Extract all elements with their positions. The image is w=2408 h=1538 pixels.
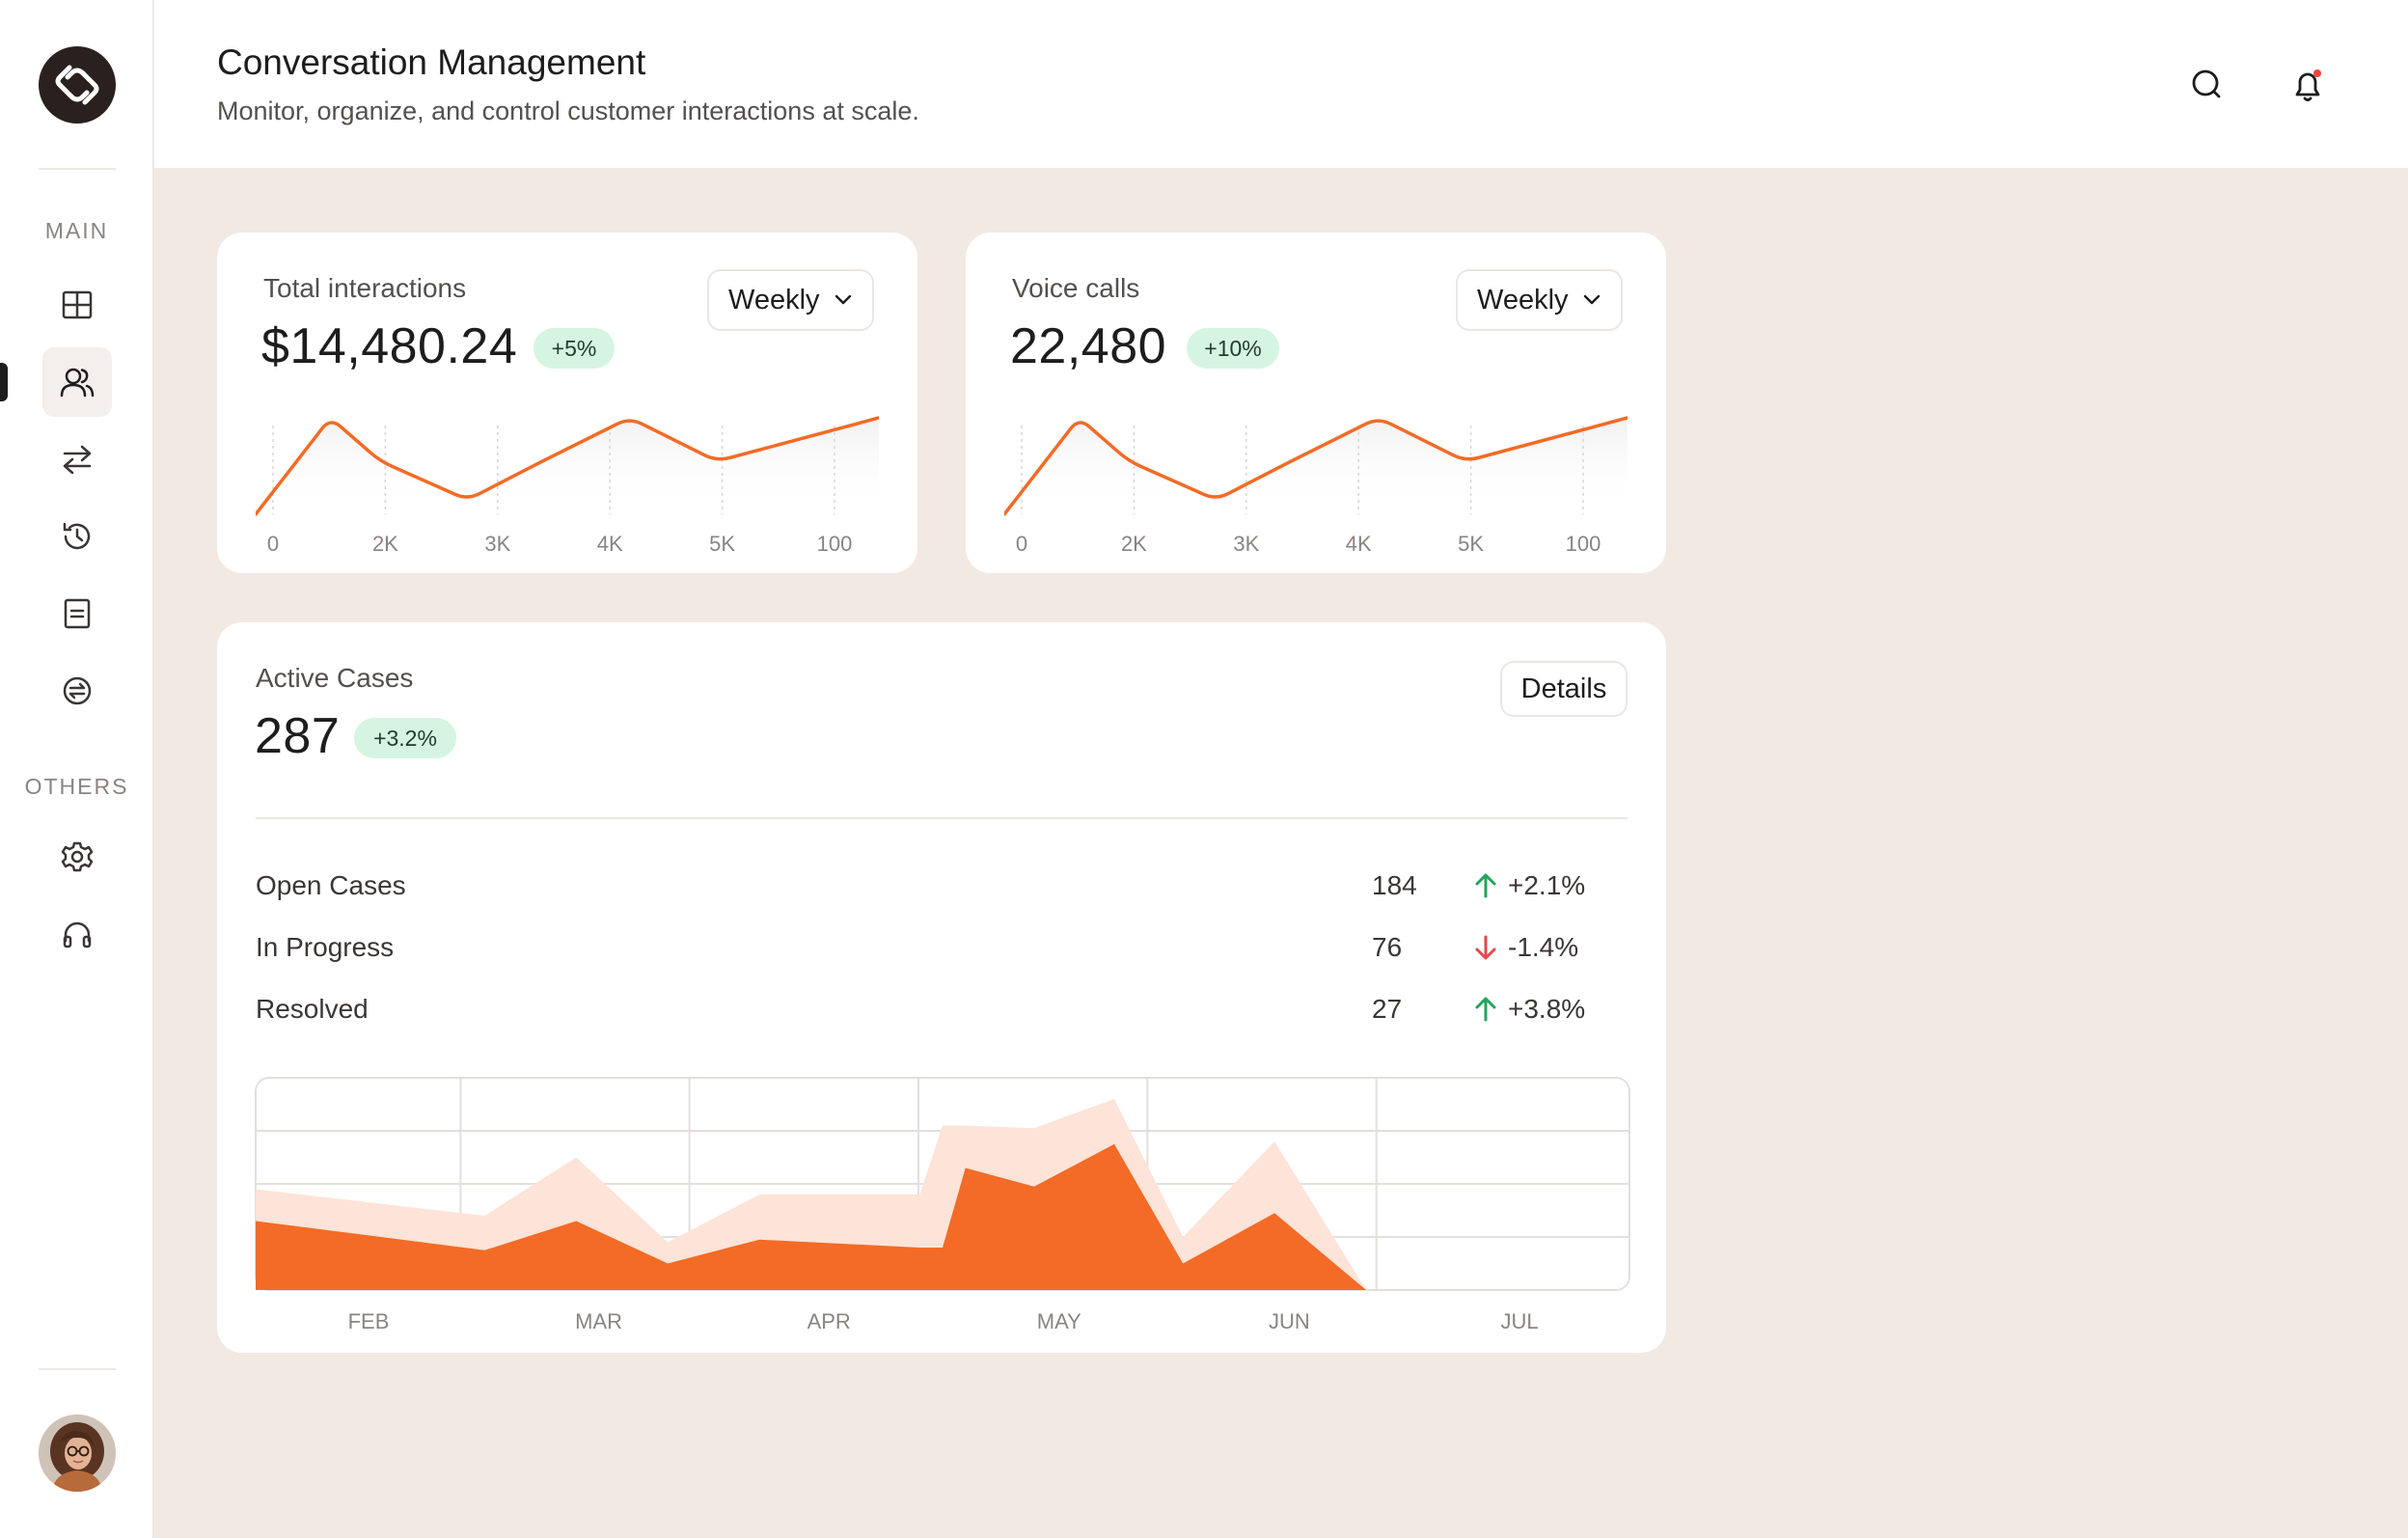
nav-documents[interactable] (42, 579, 112, 648)
active-nav-marker (0, 363, 8, 401)
search-icon (2192, 69, 2221, 98)
others-section-label: OTHERS (24, 774, 129, 799)
notification-dot-icon (2313, 69, 2321, 77)
chart-tick-label: JUL (1500, 1309, 1538, 1333)
arrow-up-icon (1475, 997, 1496, 1022)
case-row-in-progress: In Progress 76 -1.4% (256, 932, 1628, 971)
arrow-down-icon (1475, 935, 1496, 960)
sidebar-divider (39, 168, 116, 170)
voice-calls-chart: 0 2K 3K 4K 5K 100 (1004, 416, 1628, 556)
voice-calls-badge: +10% (1187, 328, 1279, 369)
support-icon (63, 921, 92, 948)
details-button[interactable]: Details (1500, 661, 1628, 717)
chart-tick-label: 2K (372, 532, 398, 556)
chart-series-line (256, 416, 879, 516)
case-row-delta: +2.1% (1473, 870, 1585, 901)
total-interactions-badge: +5% (534, 328, 615, 369)
case-row-delta-value: +3.8% (1508, 994, 1586, 1024)
case-row-delta: +3.8% (1473, 994, 1585, 1025)
total-interactions-card: Total interactions $14,480.24 +5% Weekly… (217, 233, 917, 573)
chart-tick-label: FEB (348, 1309, 390, 1333)
nav-support[interactable] (42, 899, 112, 969)
chart-area-fill (1004, 418, 1628, 514)
nav-billing[interactable] (42, 656, 112, 726)
nav-dashboard[interactable] (42, 270, 112, 340)
header-divider (217, 168, 2349, 170)
total-period-value: Weekly (728, 284, 820, 316)
active-cases-area-chart: FEB MAR APR MAY JUN JUL (255, 1077, 1630, 1333)
logo-mark-icon (55, 65, 99, 105)
active-cases-label: Active Cases (256, 663, 414, 693)
chart-tick-label: MAY (1037, 1309, 1081, 1333)
chart-tick-label: 100 (1566, 532, 1601, 556)
nav-users[interactable] (42, 347, 112, 417)
user-avatar[interactable] (39, 1414, 116, 1492)
case-row-count: 76 (1372, 932, 1403, 962)
search-button[interactable] (2186, 64, 2229, 106)
active-cases-value: 287 (255, 708, 341, 764)
user-portrait-icon (39, 1414, 116, 1492)
voice-period-value: Weekly (1477, 284, 1569, 316)
billing-icon (63, 676, 92, 705)
case-row-delta-value: +2.1% (1508, 870, 1586, 900)
case-row-count: 184 (1372, 870, 1417, 900)
page-subtitle: Monitor, organize, and control customer … (217, 96, 919, 125)
case-row-resolved: Resolved 27 +3.8% (256, 994, 1628, 1032)
chart-tick-label: 4K (1346, 532, 1372, 556)
dashboard-icon (62, 290, 93, 319)
nav-history[interactable] (42, 502, 112, 571)
chart-tick-label: 100 (817, 532, 853, 556)
arrow-up-icon (1475, 873, 1496, 898)
active-cases-card: Active Cases 287 +3.2% Details Open Case… (217, 622, 1666, 1353)
voice-period-select[interactable]: Weekly (1456, 269, 1623, 331)
active-cases-divider (256, 817, 1628, 819)
case-row-count: 27 (1372, 994, 1403, 1024)
chart-tick-label: 0 (267, 532, 279, 556)
nav-transfers[interactable] (42, 425, 112, 494)
page-title: Conversation Management (217, 42, 646, 82)
chart-tick-label: 4K (597, 532, 623, 556)
document-icon (64, 598, 91, 629)
voice-calls-card: Voice calls 22,480 +10% Weekly 0 2K 3K 4K 5K… (966, 233, 1666, 573)
case-row-open: Open Cases 184 +2.1% (256, 870, 1628, 909)
total-period-select[interactable]: Weekly (707, 269, 874, 331)
case-row-label: Resolved (256, 994, 369, 1024)
case-row-label: Open Cases (256, 870, 406, 900)
voice-calls-label: Voice calls (1012, 273, 1140, 303)
chart-tick-label: 5K (709, 532, 735, 556)
app-logo[interactable] (39, 46, 116, 124)
chart-tick-label: JUN (1269, 1309, 1310, 1333)
chart-tick-label: 3K (484, 532, 510, 556)
sidebar-divider-bottom (39, 1368, 116, 1370)
notifications-button[interactable] (2286, 64, 2329, 106)
chart-area-series-foreground (256, 1143, 1629, 1290)
settings-icon (61, 841, 94, 872)
case-row-delta-value: -1.4% (1508, 932, 1579, 962)
active-cases-badge: +3.2% (354, 718, 456, 758)
chart-tick-label: 0 (1016, 532, 1027, 556)
chart-series-line (1004, 416, 1628, 516)
chart-tick-label: 3K (1233, 532, 1259, 556)
case-row-delta: -1.4% (1473, 932, 1578, 963)
chart-tick-label: MAR (575, 1309, 622, 1333)
voice-calls-value: 22,480 (1010, 318, 1167, 374)
bell-icon (2295, 69, 2321, 101)
chart-area-fill (256, 418, 879, 514)
page-header: Conversation Management Monitor, organiz… (154, 0, 2408, 168)
chevron-down-icon (1583, 294, 1600, 305)
case-row-label: In Progress (256, 932, 395, 962)
chart-tick-label: 2K (1121, 532, 1147, 556)
users-icon (60, 368, 95, 398)
transfer-icon (63, 445, 92, 475)
total-interactions-chart: 0 2K 3K 4K 5K 100 (256, 416, 879, 556)
sidebar: MAIN (0, 0, 153, 1538)
chevron-down-icon (835, 294, 851, 305)
total-interactions-value: $14,480.24 (261, 318, 518, 374)
chart-tick-label: 5K (1458, 532, 1484, 556)
chart-tick-label: APR (807, 1309, 851, 1333)
history-icon (63, 522, 91, 550)
nav-settings[interactable] (42, 822, 112, 892)
total-interactions-label: Total interactions (263, 273, 467, 303)
main-section-label: MAIN (44, 218, 109, 243)
